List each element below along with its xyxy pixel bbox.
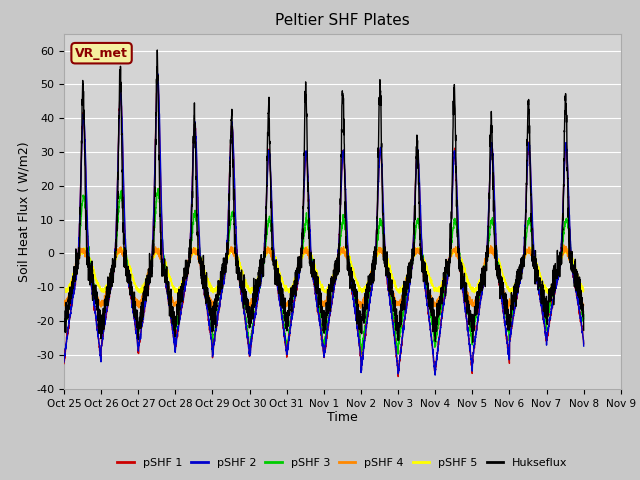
Text: VR_met: VR_met bbox=[75, 47, 128, 60]
X-axis label: Time: Time bbox=[327, 411, 358, 424]
Y-axis label: Soil Heat Flux ( W/m2): Soil Heat Flux ( W/m2) bbox=[17, 141, 31, 281]
Title: Peltier SHF Plates: Peltier SHF Plates bbox=[275, 13, 410, 28]
Legend: pSHF 1, pSHF 2, pSHF 3, pSHF 4, pSHF 5, Hukseflux: pSHF 1, pSHF 2, pSHF 3, pSHF 4, pSHF 5, … bbox=[113, 453, 572, 472]
